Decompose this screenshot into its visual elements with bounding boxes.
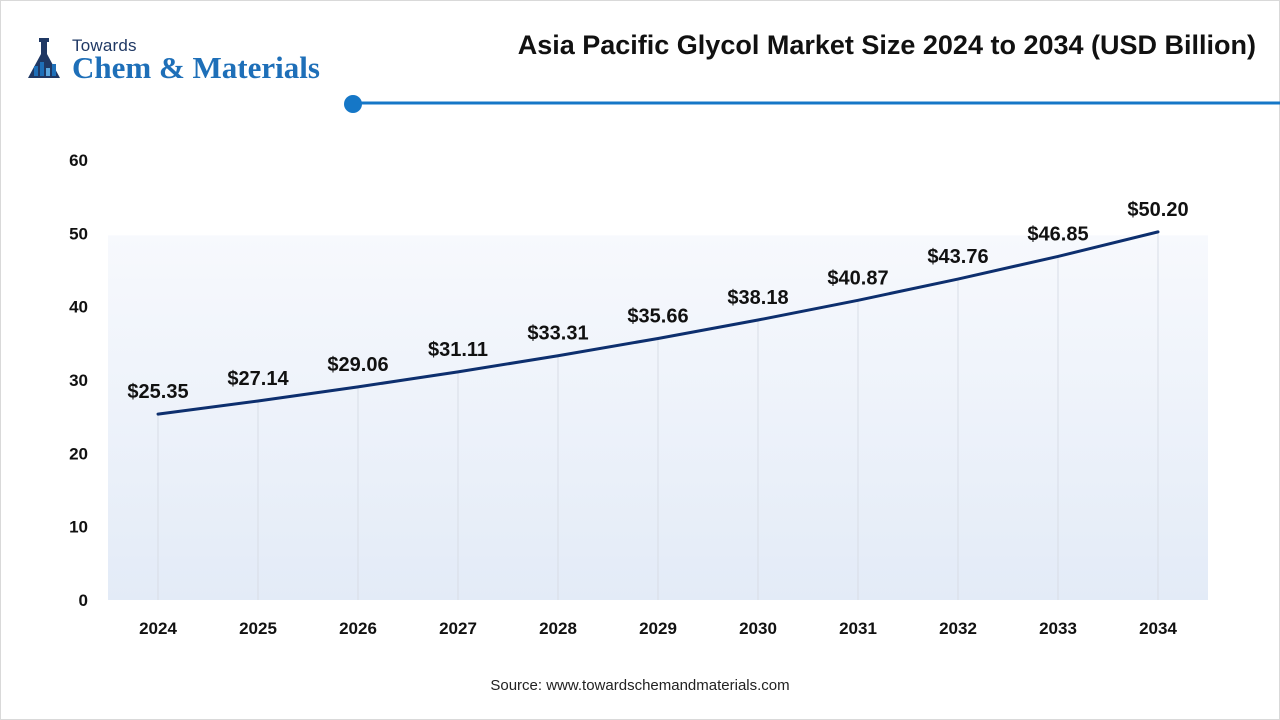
x-tick-label-2031: 2031 <box>839 619 877 638</box>
data-label-2025: $27.14 <box>227 368 289 390</box>
data-label-2027: $31.11 <box>428 339 488 361</box>
grid-lines <box>157 231 1159 600</box>
x-tick-label-2029: 2029 <box>639 619 677 638</box>
logo-text-main: Chem & Materials <box>72 50 320 85</box>
y-tick-label: 10 <box>69 518 88 537</box>
y-tick-label: 50 <box>69 224 88 243</box>
data-label-2024: $25.35 <box>127 381 188 403</box>
y-axis-ticks: 0 10 20 30 40 50 60 <box>69 151 88 610</box>
data-labels: $25.35 $27.14 $29.06 $31.11 $33.31 $35.66 $38.… <box>127 199 1188 403</box>
data-label-2028: $33.31 <box>527 323 588 345</box>
x-tick-label-2027: 2027 <box>439 619 477 638</box>
flask-icon <box>28 38 60 78</box>
data-label-2034: $50.20 <box>1127 199 1188 221</box>
x-tick-label-2025: 2025 <box>239 619 277 638</box>
x-tick-label-2034: 2034 <box>1139 619 1177 638</box>
y-tick-label: 20 <box>69 444 88 463</box>
title-rule <box>344 95 1280 113</box>
x-tick-label-2033: 2033 <box>1039 619 1077 638</box>
x-tick-label-2032: 2032 <box>939 619 977 638</box>
series-line <box>156 230 1160 416</box>
x-tick-label-2028: 2028 <box>539 619 577 638</box>
brand-logo: Towards Chem & Materials <box>22 34 342 90</box>
y-tick-label: 0 <box>79 591 88 610</box>
data-label-2030: $38.18 <box>727 287 788 309</box>
x-tick-label-2030: 2030 <box>739 619 777 638</box>
y-tick-label: 40 <box>69 298 88 317</box>
data-label-2026: $29.06 <box>327 354 388 376</box>
y-tick-label: 30 <box>69 371 88 390</box>
x-tick-label-2026: 2026 <box>339 619 377 638</box>
rule-dot <box>344 95 362 113</box>
data-label-2031: $40.87 <box>827 267 888 289</box>
source-note: Source: www.towardschemandmaterials.com <box>490 677 790 694</box>
logo-text-small: Towards <box>72 36 137 55</box>
chart-title: Asia Pacific Glycol Market Size 2024 to … <box>517 30 1256 60</box>
data-label-2029: $35.66 <box>627 305 688 327</box>
data-label-2033: $46.85 <box>1027 223 1088 245</box>
y-tick-label: 60 <box>69 151 88 170</box>
x-tick-label-2024: 2024 <box>139 619 177 638</box>
data-label-2032: $43.76 <box>927 246 988 268</box>
x-axis-ticks: 2024 2025 2026 2027 2028 2029 2030 2031 2032 2033… <box>139 619 1177 638</box>
